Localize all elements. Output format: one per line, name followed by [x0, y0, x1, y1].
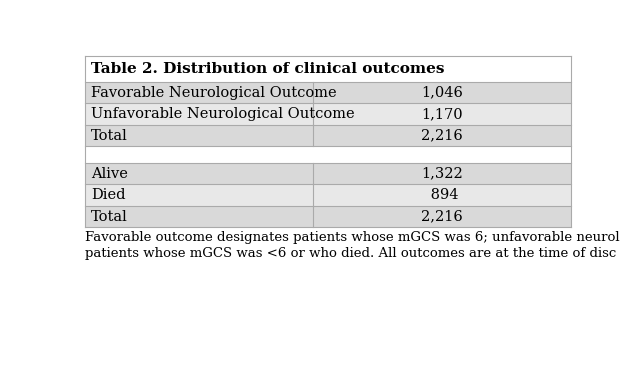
Text: 1,322: 1,322 — [421, 166, 463, 180]
Text: Died: Died — [91, 188, 125, 202]
Text: Table 2. Distribution of clinical outcomes: Table 2. Distribution of clinical outcom… — [91, 62, 444, 76]
Text: 894: 894 — [426, 188, 458, 202]
FancyBboxPatch shape — [85, 125, 571, 146]
Text: 1,046: 1,046 — [421, 86, 463, 100]
Text: Favorable Neurological Outcome: Favorable Neurological Outcome — [91, 86, 337, 100]
Text: Alive: Alive — [91, 166, 128, 180]
FancyBboxPatch shape — [85, 163, 571, 184]
Text: 1,170: 1,170 — [421, 107, 463, 121]
Text: patients whose mGCS was <6 or who died. All outcomes are at the time of disc: patients whose mGCS was <6 or who died. … — [85, 247, 616, 260]
Text: Total: Total — [91, 128, 127, 143]
FancyBboxPatch shape — [85, 103, 571, 125]
FancyBboxPatch shape — [85, 184, 571, 206]
FancyBboxPatch shape — [85, 206, 571, 227]
FancyBboxPatch shape — [85, 55, 571, 82]
Text: 2,216: 2,216 — [421, 210, 463, 223]
FancyBboxPatch shape — [85, 146, 571, 163]
Text: Favorable outcome designates patients whose mGCS was 6; unfavorable neurol: Favorable outcome designates patients wh… — [85, 231, 620, 244]
Text: Unfavorable Neurological Outcome: Unfavorable Neurological Outcome — [91, 107, 355, 121]
Text: 2,216: 2,216 — [421, 128, 463, 143]
FancyBboxPatch shape — [85, 82, 571, 103]
Text: Total: Total — [91, 210, 127, 223]
